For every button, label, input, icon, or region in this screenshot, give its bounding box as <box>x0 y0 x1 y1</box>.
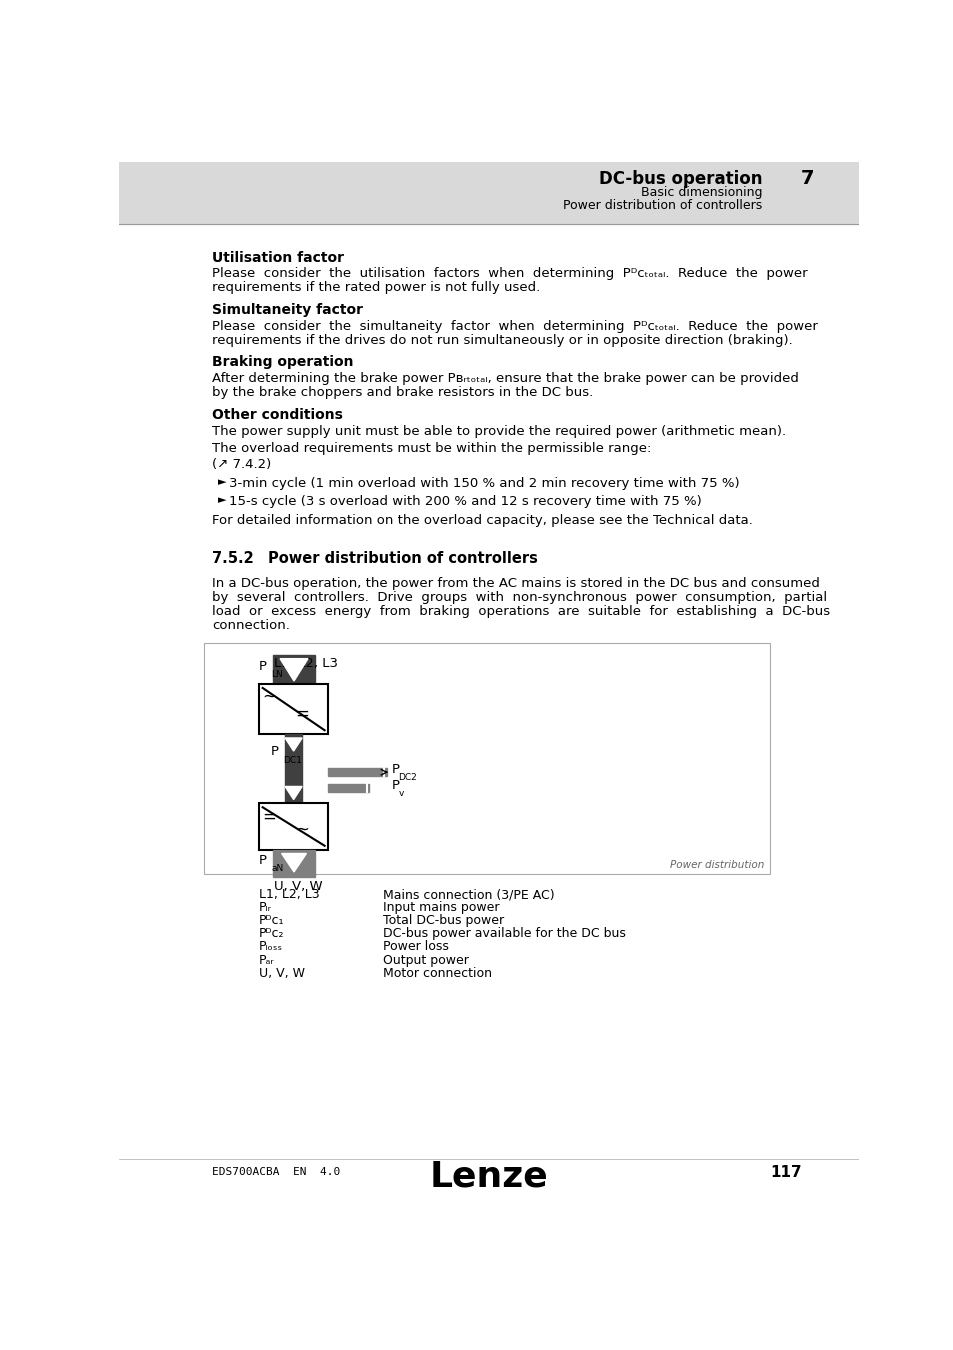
Text: Pₐᵣ: Pₐᵣ <box>258 953 274 967</box>
Bar <box>285 734 302 803</box>
Text: DC-bus power available for the DC bus: DC-bus power available for the DC bus <box>382 927 625 941</box>
Text: Please  consider  the  utilisation  factors  when  determining  Pᴰᴄₜₒₜₐₗ.  Reduc: Please consider the utilisation factors … <box>212 267 807 281</box>
Text: 15-s cycle (3 s overload with 200 % and 12 s recovery time with 75 %): 15-s cycle (3 s overload with 200 % and … <box>229 495 701 509</box>
Text: (↗ 7.4.2): (↗ 7.4.2) <box>212 459 272 471</box>
Text: P: P <box>258 660 266 672</box>
Text: DC1: DC1 <box>283 756 302 764</box>
Polygon shape <box>280 659 308 680</box>
Text: Please  consider  the  simultaneity  factor  when  determining  Pᴰᴄₜₒₜₐₗ.  Reduc: Please consider the simultaneity factor … <box>212 320 818 333</box>
Text: In a DC-bus operation, the power from the AC mains is stored in the DC bus and c: In a DC-bus operation, the power from th… <box>212 576 820 590</box>
Text: load  or  excess  energy  from  braking  operations  are  suitable  for  establi: load or excess energy from braking opera… <box>212 605 829 618</box>
Bar <box>273 849 315 876</box>
Text: =: = <box>294 705 309 722</box>
Text: U, V, W: U, V, W <box>274 880 322 894</box>
Polygon shape <box>285 738 302 751</box>
Text: Other conditions: Other conditions <box>212 408 343 421</box>
Text: by  several  controllers.  Drive  groups  with  non-synchronous  power  consumpt: by several controllers. Drive groups wit… <box>212 591 826 603</box>
Text: ~: ~ <box>294 819 309 838</box>
Text: Total DC-bus power: Total DC-bus power <box>382 914 503 927</box>
Bar <box>328 768 386 776</box>
Text: v: v <box>397 788 403 798</box>
Text: DC-bus operation: DC-bus operation <box>598 170 761 188</box>
Text: P: P <box>271 745 278 759</box>
Bar <box>204 643 769 875</box>
Text: Power distribution of controllers: Power distribution of controllers <box>562 198 761 212</box>
Text: Input mains power: Input mains power <box>382 902 498 914</box>
Text: P: P <box>391 763 399 776</box>
Text: After determining the brake power Pʙᵣₜₒₜₐₗ, ensure that the brake power can be p: After determining the brake power Pʙᵣₜₒₜ… <box>212 373 799 385</box>
Bar <box>258 684 328 734</box>
Text: 7: 7 <box>801 170 814 189</box>
Bar <box>328 784 369 792</box>
Text: 3-min cycle (1 min overload with 150 % and 2 min recovery time with 75 %): 3-min cycle (1 min overload with 150 % a… <box>229 477 740 490</box>
Text: Pₗₒₛₛ: Pₗₒₛₛ <box>258 941 282 953</box>
Text: requirements if the drives do not run simultaneously or in opposite direction (b: requirements if the drives do not run si… <box>212 333 792 347</box>
Bar <box>119 162 858 224</box>
Text: requirements if the rated power is not fully used.: requirements if the rated power is not f… <box>212 281 540 294</box>
Text: Power distribution: Power distribution <box>669 860 763 869</box>
Text: P: P <box>258 853 266 867</box>
Text: Pₗᵣ: Pₗᵣ <box>258 902 272 914</box>
Text: LN: LN <box>271 670 283 679</box>
Text: by the brake choppers and brake resistors in the DC bus.: by the brake choppers and brake resistor… <box>212 386 593 400</box>
Text: 117: 117 <box>769 1165 801 1180</box>
Text: DC2: DC2 <box>397 774 416 782</box>
Text: Power distribution of controllers: Power distribution of controllers <box>268 551 537 566</box>
Text: P: P <box>391 779 399 791</box>
Text: Basic dimensioning: Basic dimensioning <box>640 186 761 200</box>
Text: =: = <box>262 807 276 825</box>
Text: EDS700ACBA  EN  4.0: EDS700ACBA EN 4.0 <box>212 1168 340 1177</box>
Text: Utilisation factor: Utilisation factor <box>212 251 344 265</box>
Text: Pᴰᴄ₂: Pᴰᴄ₂ <box>258 927 284 941</box>
Text: ~: ~ <box>262 688 276 706</box>
Bar <box>273 655 315 684</box>
Polygon shape <box>285 787 302 799</box>
Text: Braking operation: Braking operation <box>212 355 354 370</box>
Text: The overload requirements must be within the permissible range:: The overload requirements must be within… <box>212 441 651 455</box>
Text: ►: ► <box>218 495 227 505</box>
Text: Lenze: Lenze <box>429 1160 548 1193</box>
Text: The power supply unit must be able to provide the required power (arithmetic mea: The power supply unit must be able to pr… <box>212 424 785 437</box>
Text: Mains connection (3/PE AC): Mains connection (3/PE AC) <box>382 888 554 900</box>
Text: Power loss: Power loss <box>382 941 448 953</box>
Text: ►: ► <box>218 477 227 487</box>
Text: Pᴰᴄ₁: Pᴰᴄ₁ <box>258 914 284 927</box>
Polygon shape <box>281 853 306 872</box>
Text: U, V, W: U, V, W <box>258 967 304 980</box>
Text: Simultaneity factor: Simultaneity factor <box>212 302 363 317</box>
Text: Output power: Output power <box>382 953 468 967</box>
Text: 7.5.2: 7.5.2 <box>212 551 253 566</box>
Bar <box>258 803 328 849</box>
Text: L1, L2, L3: L1, L2, L3 <box>274 657 338 670</box>
Text: L1, L2, L3: L1, L2, L3 <box>258 888 319 900</box>
Text: connection.: connection. <box>212 618 290 632</box>
Text: For detailed information on the overload capacity, please see the Technical data: For detailed information on the overload… <box>212 514 752 526</box>
Text: Motor connection: Motor connection <box>382 967 491 980</box>
Text: aN: aN <box>271 864 283 873</box>
